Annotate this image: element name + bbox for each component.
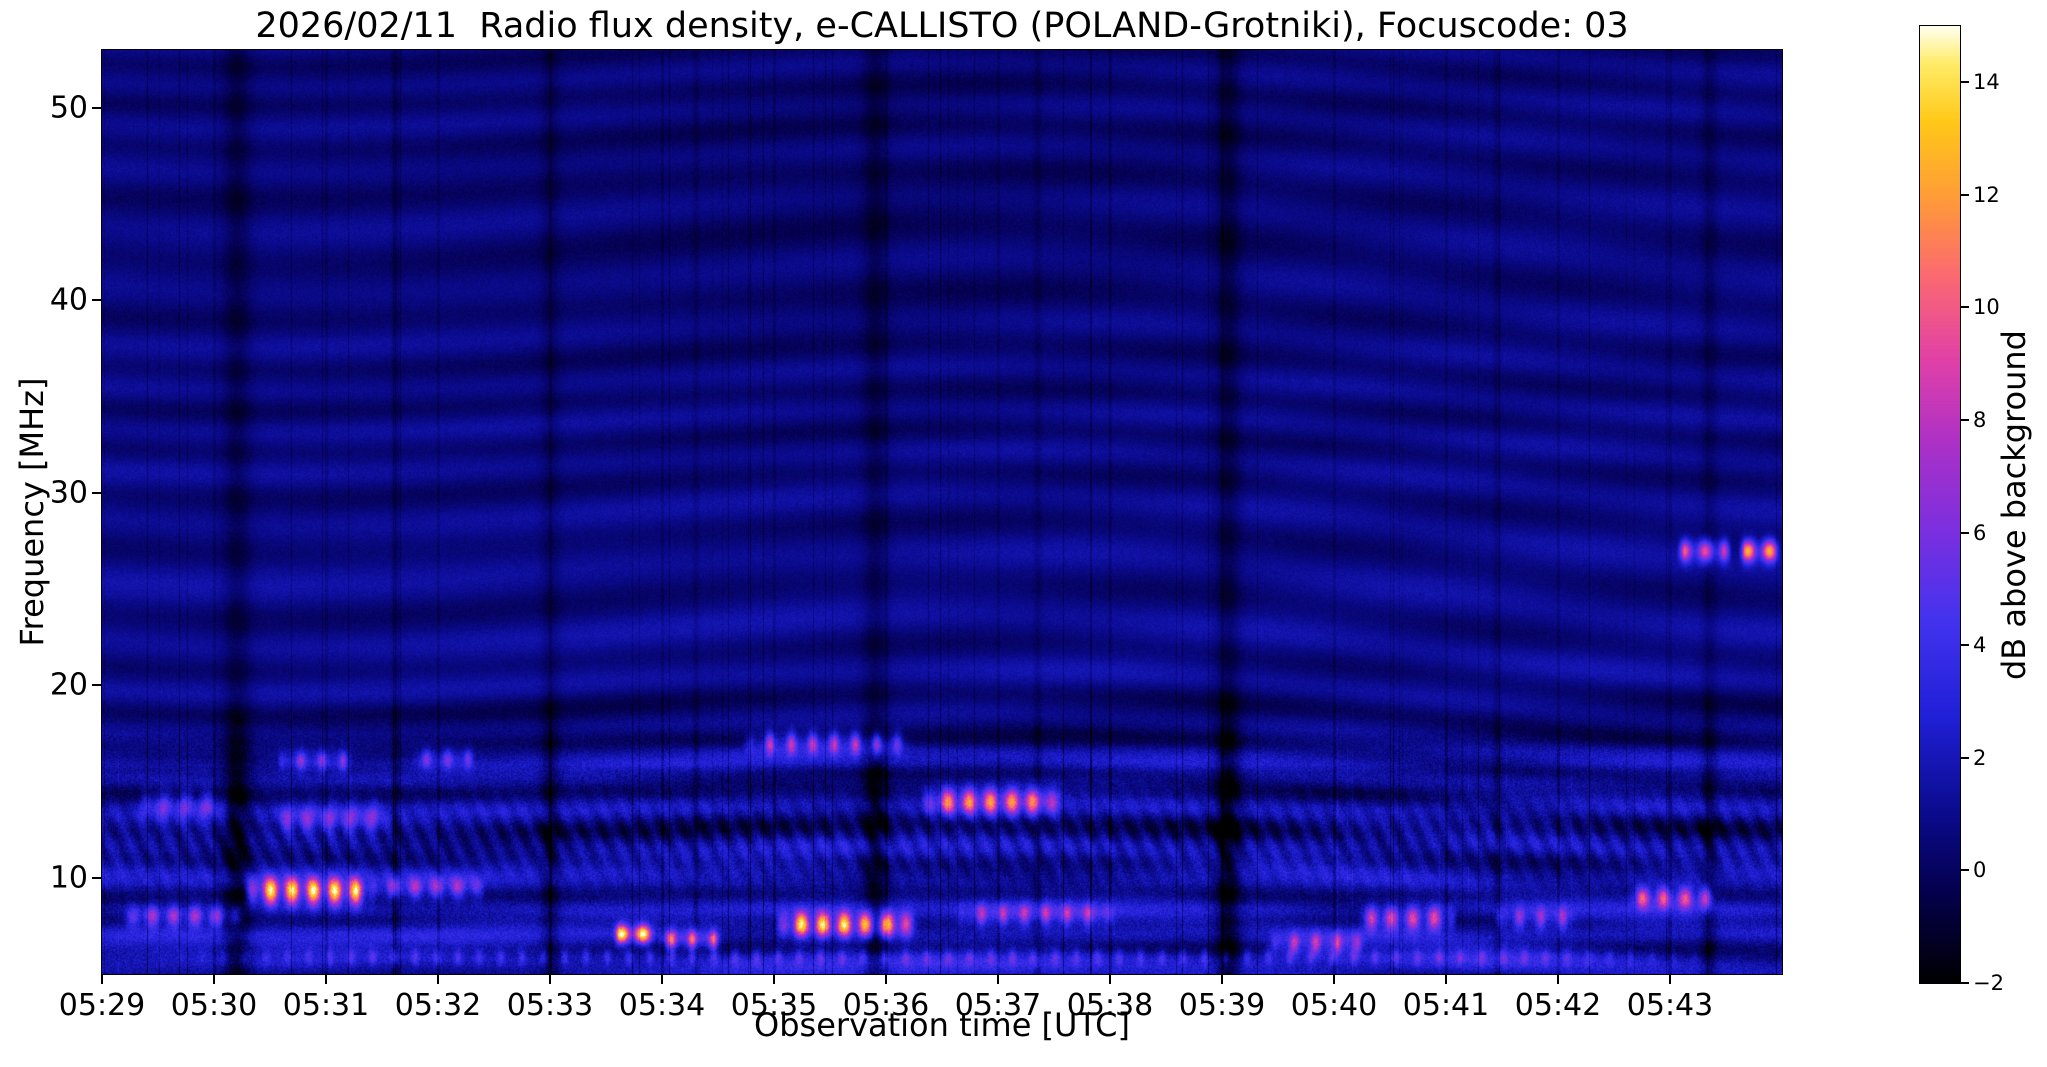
x-tick-label: 05:39 <box>1178 988 1266 1023</box>
x-tick-mark <box>1333 975 1335 984</box>
x-tick-mark <box>549 975 551 984</box>
colorbar-tick-mark <box>1961 982 1969 984</box>
x-tick-label: 05:29 <box>58 988 146 1023</box>
x-tick-mark <box>997 975 999 984</box>
colorbar-tick-label: 10 <box>1973 295 2000 320</box>
colorbar-tick-label: 0 <box>1973 858 1987 883</box>
y-tick-label: 30 <box>49 475 88 511</box>
x-tick-mark <box>1669 975 1671 984</box>
x-tick-label: 05:38 <box>1066 988 1154 1023</box>
x-tick-label: 05:42 <box>1514 988 1602 1023</box>
y-tick-label: 40 <box>49 282 88 318</box>
colorbar-tick-label: 12 <box>1973 182 2000 207</box>
y-tick-mark <box>92 491 101 494</box>
x-tick-mark <box>661 975 663 984</box>
x-tick-mark <box>1557 975 1559 984</box>
colorbar-tick-label: 4 <box>1973 633 1987 658</box>
x-tick-mark <box>437 975 439 984</box>
y-tick-mark <box>92 299 101 302</box>
x-tick-label: 05:36 <box>842 988 930 1023</box>
colorbar <box>1919 25 1961 984</box>
colorbar-tick-mark <box>1961 756 1969 759</box>
colorbar-tick-mark <box>1961 81 1969 84</box>
colorbar-tick-mark <box>1961 869 1969 872</box>
colorbar-tick-mark <box>1961 531 1969 534</box>
colorbar-tick-mark <box>1961 644 1969 647</box>
x-tick-mark <box>885 975 887 984</box>
x-tick-label: 05:32 <box>394 988 482 1023</box>
colorbar-tick-label: −2 <box>1973 971 2004 995</box>
y-tick-mark <box>92 106 101 109</box>
x-tick-mark <box>213 975 215 984</box>
colorbar-tick-mark <box>1961 193 1969 196</box>
colorbar-tick-label: 14 <box>1973 70 2000 95</box>
x-tick-label: 05:31 <box>282 988 370 1023</box>
x-tick-mark <box>1221 975 1223 984</box>
x-tick-label: 05:43 <box>1626 988 1714 1023</box>
x-tick-mark <box>1445 975 1447 984</box>
x-tick-mark <box>101 975 103 984</box>
colorbar-tick-label: 8 <box>1973 408 1987 433</box>
x-tick-label: 05:34 <box>618 988 706 1023</box>
y-tick-mark <box>92 684 101 687</box>
colorbar-tick-label: 6 <box>1973 520 1987 545</box>
colorbar-tick-mark <box>1961 306 1969 309</box>
x-tick-label: 05:33 <box>506 988 594 1023</box>
colorbar-tick-mark <box>1961 419 1969 422</box>
colorbar-label: dB above background <box>1995 330 2033 680</box>
y-axis-label: Frequency [MHz] <box>13 377 51 647</box>
x-tick-mark <box>325 975 327 984</box>
colorbar-tick-label: 2 <box>1973 745 1987 770</box>
spectrogram-heatmap <box>101 49 1783 975</box>
x-tick-label: 05:35 <box>730 988 818 1023</box>
x-axis-label: Observation time [UTC] <box>754 1006 1130 1044</box>
y-tick-mark <box>92 876 101 879</box>
x-tick-mark <box>773 975 775 984</box>
x-tick-label: 05:41 <box>1402 988 1490 1023</box>
chart-title: 2026/02/11 Radio flux density, e-CALLIST… <box>255 6 1629 46</box>
x-tick-label: 05:37 <box>954 988 1042 1023</box>
y-tick-label: 50 <box>49 90 88 126</box>
x-tick-mark <box>1109 975 1111 984</box>
x-tick-label: 05:30 <box>170 988 258 1023</box>
x-tick-label: 05:40 <box>1290 988 1378 1023</box>
y-tick-label: 20 <box>49 667 88 703</box>
y-tick-label: 10 <box>49 860 88 896</box>
